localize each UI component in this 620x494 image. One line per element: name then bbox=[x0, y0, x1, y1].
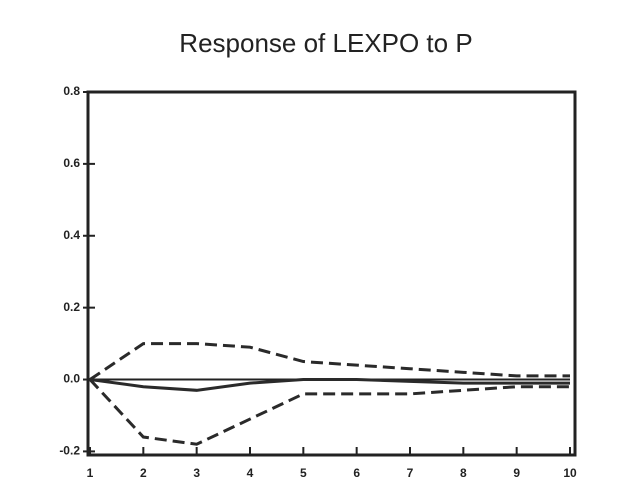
plot-frame bbox=[86, 90, 577, 457]
x-tick-label: 3 bbox=[193, 466, 200, 480]
x-tick-label: 9 bbox=[513, 466, 520, 480]
x-tick-label: 5 bbox=[300, 466, 307, 480]
x-tick-label: 4 bbox=[247, 466, 254, 480]
y-tick-label: 0.4 bbox=[63, 228, 80, 242]
y-tick-label: -0.2 bbox=[59, 444, 80, 458]
y-tick-label: 0.0 bbox=[63, 372, 80, 386]
y-tick-label: 0.8 bbox=[63, 84, 80, 98]
x-tick-label: 10 bbox=[563, 466, 577, 480]
confidence-band bbox=[89, 342, 570, 381]
x-tick-label: 6 bbox=[353, 466, 360, 480]
y-tick-label: 0.2 bbox=[63, 300, 80, 314]
confidence-band bbox=[88, 378, 570, 446]
y-tick-label: 0.6 bbox=[63, 156, 80, 170]
x-tick-label: 7 bbox=[407, 466, 414, 480]
chart-title: Response of LEXPO to P bbox=[179, 28, 472, 58]
x-tick-label: 8 bbox=[460, 466, 467, 480]
response-line bbox=[89, 378, 570, 392]
x-tick-label: 2 bbox=[140, 466, 147, 480]
x-tick-label: 1 bbox=[87, 466, 94, 480]
